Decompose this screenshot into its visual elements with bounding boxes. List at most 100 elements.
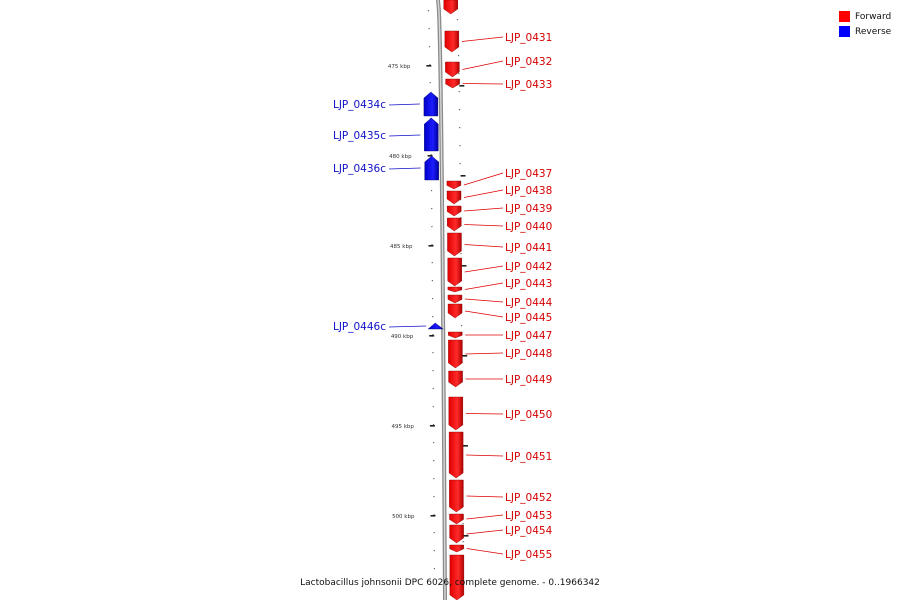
minor-tick (432, 388, 434, 390)
minor-tick (433, 568, 436, 570)
label-connector (465, 413, 504, 415)
gene-ljp_0442[interactable]: LJP_0442 (447, 257, 553, 287)
minor-tick (433, 514, 435, 516)
gene-label: LJP_0447 (505, 330, 552, 342)
forward-gene-arrow (447, 217, 462, 232)
legend-reverse: Reverse (839, 24, 891, 39)
minor-tick (429, 82, 431, 84)
gene-ljp_0453[interactable]: LJP_0453 (449, 510, 553, 525)
gene-label: LJP_0437 (505, 168, 552, 180)
gene-ljp_0449[interactable]: LJP_0449 (448, 370, 553, 388)
forward-gene-arrow (449, 524, 464, 544)
gene-label: LJP_0436c (333, 163, 386, 175)
minor-tick (459, 127, 461, 129)
minor-tick (432, 424, 435, 426)
gene-ljp_0451[interactable]: LJP_0451 (448, 431, 552, 479)
gene-ljp_0439[interactable]: LJP_0439 (446, 203, 552, 217)
forward-gene-arrow (447, 286, 463, 293)
forward-gene-arrow (448, 339, 463, 369)
gene-fragment-26[interactable] (449, 554, 465, 600)
major-tick (460, 175, 466, 177)
label-connector (464, 244, 504, 248)
gene-ljp_0446c[interactable]: LJP_0446c (333, 321, 444, 333)
tick-label: 490 kbp (391, 334, 414, 340)
gene-ljp_0447[interactable]: LJP_0447 (448, 330, 552, 342)
gene-ljp_0450[interactable]: LJP_0450 (448, 396, 552, 431)
forward-gene-arrow (448, 431, 464, 479)
gene-ljp_0445[interactable]: LJP_0445 (447, 303, 552, 324)
tick-label: 495 kbp (391, 424, 414, 430)
reverse-gene-arrow (423, 91, 439, 117)
minor-tick (431, 298, 434, 300)
label-connector (463, 172, 504, 186)
minor-tick (460, 217, 462, 219)
label-connector (465, 352, 504, 355)
minor-tick (462, 523, 464, 525)
gene-ljp_0440[interactable]: LJP_0440 (447, 217, 552, 233)
reverse-gene-arrow (427, 322, 444, 330)
gene-ljp_0431[interactable]: LJP_0431 (444, 30, 552, 53)
gene-label: LJP_0433 (505, 79, 552, 91)
label-connector (461, 36, 504, 42)
minor-tick (430, 154, 432, 156)
gene-ljp_0438[interactable]: LJP_0438 (446, 185, 552, 205)
gene-ljp_0433[interactable]: LJP_0433 (445, 78, 553, 91)
minor-tick (433, 478, 435, 480)
gene-ljp_0443[interactable]: LJP_0443 (447, 278, 552, 293)
reverse-gene-arrow (424, 155, 439, 181)
tick-label: 480 kbp (389, 154, 412, 160)
gene-ljp_0436c[interactable]: LJP_0436c (333, 155, 439, 181)
major-tick (430, 515, 436, 517)
minor-tick (433, 460, 435, 462)
minor-tick (458, 91, 460, 93)
major-tick (459, 85, 465, 87)
label-connector (466, 514, 504, 520)
minor-tick (432, 370, 434, 372)
gene-label: LJP_0438 (505, 185, 552, 197)
major-tick (429, 425, 435, 427)
gene-fragment-0[interactable] (443, 0, 458, 15)
major-tick (462, 355, 468, 357)
legend: Forward Reverse (839, 9, 891, 39)
label-connector (464, 282, 504, 290)
gene-ljp_0455[interactable]: LJP_0455 (449, 544, 553, 561)
forward-gene-arrow (447, 232, 462, 257)
label-connector (388, 134, 421, 137)
gene-ljp_0444[interactable]: LJP_0444 (447, 294, 553, 309)
minor-tick (433, 550, 435, 552)
minor-tick (459, 199, 462, 201)
minor-tick (431, 226, 433, 228)
forward-gene-arrow (443, 0, 458, 15)
label-connector (466, 529, 504, 535)
forward-gene-arrow (446, 180, 462, 190)
minor-tick (461, 325, 463, 327)
label-connector (463, 189, 504, 198)
gene-ljp_0441[interactable]: LJP_0441 (447, 232, 552, 257)
gene-label: LJP_0439 (505, 203, 552, 215)
gene-ljp_0454[interactable]: LJP_0454 (449, 524, 553, 544)
minor-tick (428, 28, 430, 30)
label-connector (466, 495, 504, 498)
label-connector (466, 548, 504, 555)
gene-ljp_0448[interactable]: LJP_0448 (448, 339, 552, 369)
minor-tick (459, 145, 461, 147)
gene-label: LJP_0442 (505, 261, 552, 273)
forward-swatch (839, 11, 850, 22)
gene-ljp_0432[interactable]: LJP_0432 (445, 56, 552, 78)
gene-label: LJP_0450 (505, 409, 552, 421)
minor-tick (432, 352, 434, 354)
gene-ljp_0435c[interactable]: LJP_0435c (333, 117, 439, 152)
reverse-gene-arrow (424, 117, 439, 152)
legend-forward: Forward (839, 9, 891, 24)
gene-ljp_0452[interactable]: LJP_0452 (449, 479, 552, 513)
tick-label: 485 kbp (390, 244, 413, 250)
gene-ljp_0437[interactable]: LJP_0437 (446, 168, 552, 190)
minor-tick (431, 262, 433, 264)
gene-ljp_0434c[interactable]: LJP_0434c (333, 91, 439, 117)
label-connector (464, 207, 504, 212)
major-tick (426, 65, 432, 67)
major-tick (462, 445, 468, 447)
forward-gene-arrow (445, 78, 460, 89)
gene-label: LJP_0448 (505, 348, 552, 360)
gene-label: LJP_0435c (333, 130, 386, 142)
